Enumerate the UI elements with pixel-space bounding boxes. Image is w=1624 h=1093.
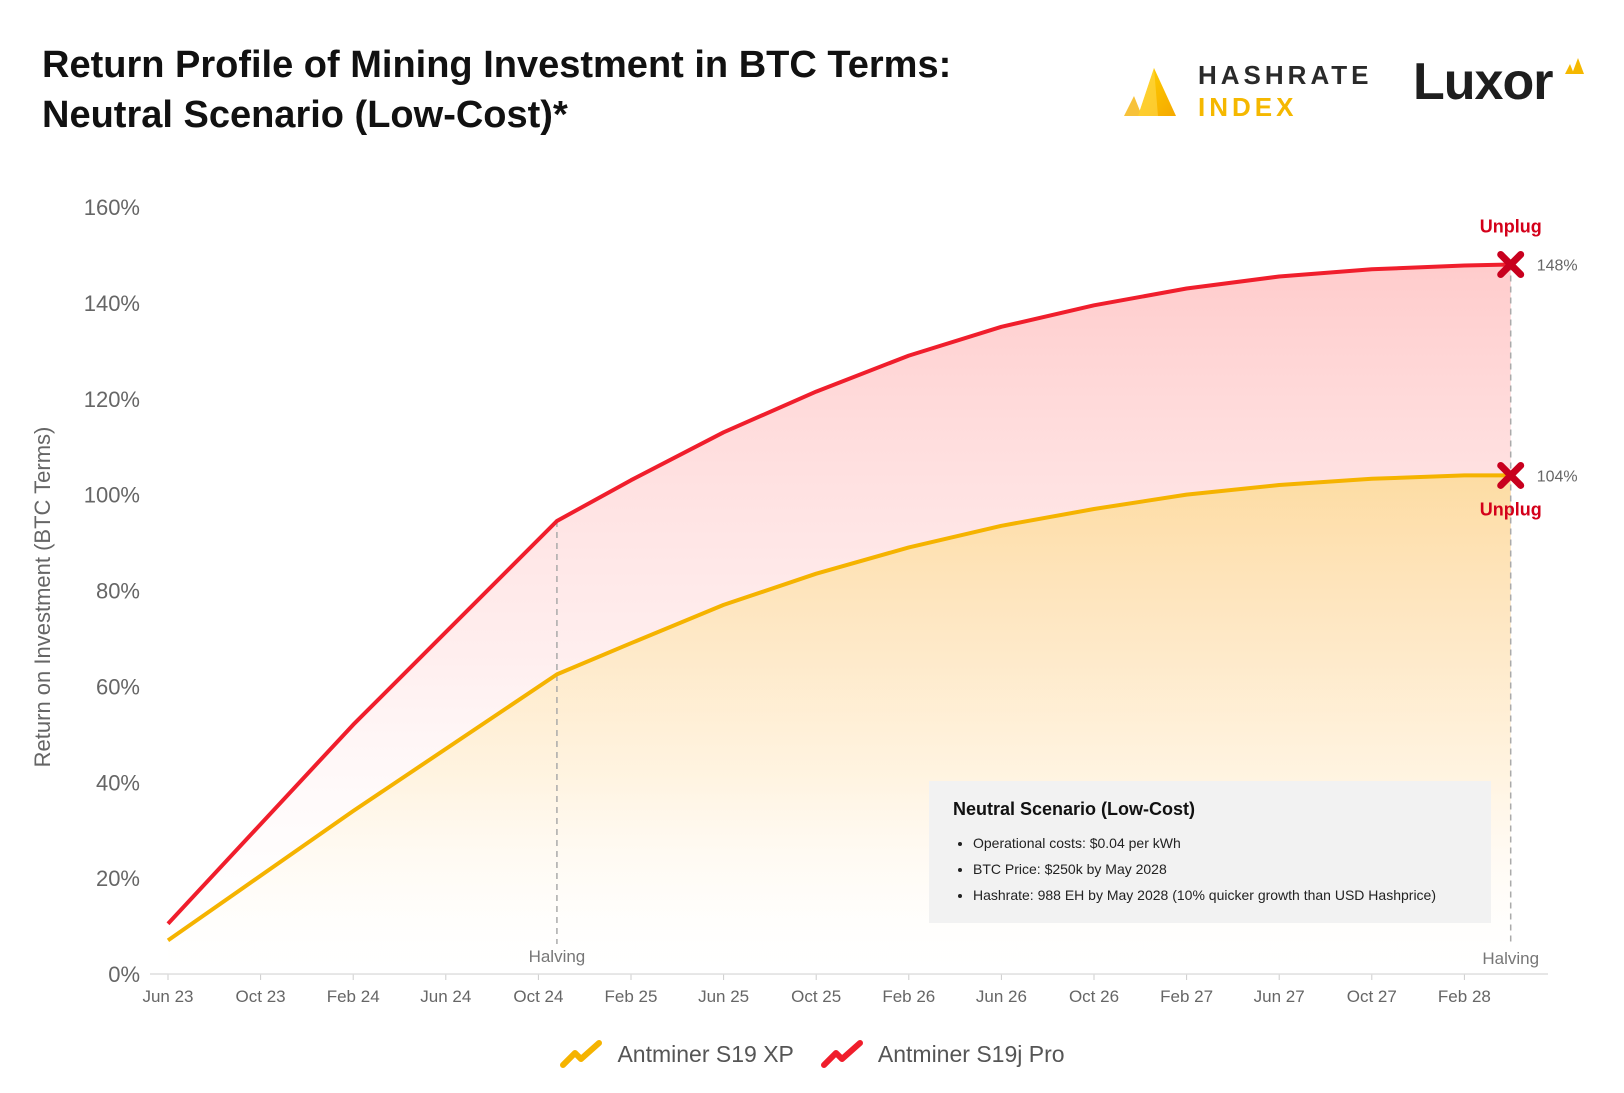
unplug-x-icon bbox=[1497, 251, 1525, 279]
y-tick-label: 40% bbox=[96, 770, 140, 795]
s19j-pro-line bbox=[166, 262, 1511, 926]
legend-item-s19j-pro: Antminer S19j Pro bbox=[820, 1039, 1065, 1069]
x-tick-label: Oct 26 bbox=[1069, 987, 1119, 1006]
x-tick-label: Jun 26 bbox=[976, 987, 1027, 1006]
legend-item-s19-xp: Antminer S19 XP bbox=[559, 1039, 794, 1069]
scenario-heading: Neutral Scenario (Low-Cost) bbox=[953, 799, 1196, 819]
x-tick-label: Oct 27 bbox=[1347, 987, 1397, 1006]
index-word: INDEX bbox=[1198, 92, 1298, 122]
x-axis-ticks: Jun 23 Oct 23 Feb 24 Jun 24 Oct 24 Feb 25 Jun … bbox=[142, 974, 1491, 1006]
unplug-marker-s19j-pro bbox=[1497, 251, 1525, 279]
luxor-logo: Luxor bbox=[1413, 52, 1584, 112]
x-tick-label: Jun 23 bbox=[142, 987, 193, 1006]
x-tick-label: Feb 25 bbox=[605, 987, 658, 1006]
x-tick-label: Oct 23 bbox=[236, 987, 286, 1006]
x-tick-label: Feb 28 bbox=[1438, 987, 1491, 1006]
x-tick-label: Feb 24 bbox=[327, 987, 380, 1006]
x-tick-label: Jun 25 bbox=[698, 987, 749, 1006]
halving-label-2: Halving bbox=[1482, 949, 1539, 968]
unplug-label-s19j-pro: Unplug bbox=[1480, 217, 1542, 237]
x-tick-label: Feb 26 bbox=[882, 987, 935, 1006]
y-tick-label: 160% bbox=[84, 195, 140, 220]
unplug-marker-s19-xp bbox=[1497, 461, 1525, 489]
s19-xp-line bbox=[166, 473, 1511, 943]
scenario-info-box: Neutral Scenario (Low-Cost) Operational … bbox=[929, 781, 1491, 923]
x-tick-label: Oct 25 bbox=[791, 987, 841, 1006]
chart-title: Return Profile of Mining Investment in B… bbox=[42, 40, 951, 140]
y-tick-label: 0% bbox=[108, 962, 140, 987]
y-tick-label: 60% bbox=[96, 674, 140, 699]
x-tick-label: Oct 24 bbox=[513, 987, 563, 1006]
hashrate-index-mark-icon bbox=[1124, 68, 1176, 116]
x-tick-label: Feb 27 bbox=[1160, 987, 1213, 1006]
hashrate-word: HASHRATE bbox=[1198, 60, 1373, 90]
legend-line-icon-red bbox=[820, 1040, 863, 1068]
assumption-hashrate: Hashrate: 988 EH by May 2028 (10% quicke… bbox=[973, 882, 1467, 908]
assumption-operational-costs: Operational costs: $0.04 per kWh bbox=[973, 830, 1467, 856]
assumption-btc-price: BTC Price: $250k by May 2028 bbox=[973, 856, 1467, 882]
legend-label-s19-xp: Antminer S19 XP bbox=[617, 1040, 794, 1067]
legend-line-icon-yellow bbox=[560, 1040, 603, 1068]
legend-label-s19j-pro: Antminer S19j Pro bbox=[877, 1040, 1065, 1067]
title-line-1: Return Profile of Mining Investment in B… bbox=[42, 44, 952, 86]
unplug-x-icon bbox=[1497, 461, 1525, 489]
y-axis-ticks: 0% 20% 40% 60% 80% 100% 120% 140% 160% bbox=[84, 195, 140, 987]
x-tick-label: Jun 27 bbox=[1254, 987, 1305, 1006]
scenario-assumptions-list: Operational costs: $0.04 per kWh BTC Pri… bbox=[953, 830, 1467, 908]
y-tick-label: 120% bbox=[84, 387, 140, 412]
luxor-mark-icon bbox=[1565, 58, 1584, 74]
end-value-label-s19-xp: 104% bbox=[1537, 468, 1578, 485]
y-axis-label: Return on Investment (BTC Terms) bbox=[30, 427, 55, 768]
y-tick-label: 140% bbox=[84, 291, 140, 316]
end-value-label-s19j-pro: 148% bbox=[1537, 258, 1578, 275]
y-tick-label: 80% bbox=[96, 579, 140, 604]
unplug-label-s19-xp: Unplug bbox=[1480, 499, 1542, 519]
y-tick-label: 100% bbox=[84, 483, 140, 508]
title-line-2: Neutral Scenario (Low-Cost)* bbox=[42, 94, 568, 136]
y-tick-label: 20% bbox=[96, 866, 140, 891]
halving-label-1: Halving bbox=[529, 947, 586, 966]
luxor-word: Luxor bbox=[1413, 53, 1553, 111]
chart-legend: Antminer S19 XP Antminer S19j Pro bbox=[0, 1034, 1624, 1074]
x-tick-label: Jun 24 bbox=[420, 987, 471, 1006]
